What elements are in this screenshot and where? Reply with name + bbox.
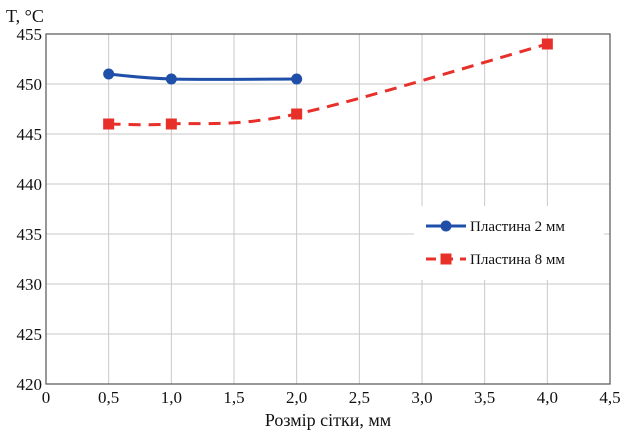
- y-axis-label: T, °C: [6, 6, 44, 26]
- series-2-line: [108, 42, 548, 127]
- series-2-point: [103, 118, 115, 130]
- x-tick-label: 2,0: [286, 388, 307, 407]
- legend-box: [414, 206, 604, 280]
- legend-marker-series-2: [440, 253, 452, 265]
- y-tick-label: 420: [17, 375, 43, 394]
- y-tick-label: 430: [17, 275, 43, 294]
- x-tick-label: 1,5: [223, 388, 244, 407]
- x-tick-label: 3,0: [411, 388, 432, 407]
- y-tick-labels: 420 425 430 435 440 445 450 455: [17, 25, 43, 394]
- legend-label-series-1: Пластина 2 мм: [470, 219, 565, 235]
- plot-frame: [45, 33, 611, 385]
- legend-marker-series-1: [440, 220, 452, 232]
- x-tick-label: 2,5: [349, 388, 370, 407]
- series-2-point: [291, 108, 303, 120]
- x-tick-label: 0,5: [98, 388, 119, 407]
- series-1: [103, 68, 303, 85]
- y-tick-label: 450: [17, 75, 43, 94]
- legend-label-series-2: Пластина 8 мм: [470, 252, 565, 268]
- series-1-line: [108, 72, 297, 81]
- y-tick-label: 455: [17, 25, 43, 44]
- series-layer: [103, 38, 553, 130]
- series-1-point: [165, 73, 177, 85]
- y-tick-label: 425: [17, 325, 43, 344]
- legend: Пластина 2 мм Пластина 8 мм: [414, 206, 604, 280]
- y-tick-label: 435: [17, 225, 43, 244]
- series-2-point: [541, 38, 553, 50]
- x-axis-label: Розмір сітки, мм: [265, 410, 391, 430]
- y-tick-label: 440: [17, 175, 43, 194]
- y-tick-label: 445: [17, 125, 43, 144]
- series-2: [103, 38, 553, 130]
- series-1-point: [103, 68, 115, 80]
- x-tick-label: 4,5: [599, 388, 620, 407]
- x-tick-label: 4,0: [537, 388, 558, 407]
- series-1-point: [291, 73, 303, 85]
- series-2-point: [165, 118, 177, 130]
- x-tick-label: 3,5: [474, 388, 495, 407]
- x-tick-labels: 0 0,5 1,0 1,5 2,0 2,5 3,0 3,5 4,0 4,5: [42, 388, 621, 407]
- x-tick-label: 0: [42, 388, 51, 407]
- x-tick-label: 1,0: [161, 388, 182, 407]
